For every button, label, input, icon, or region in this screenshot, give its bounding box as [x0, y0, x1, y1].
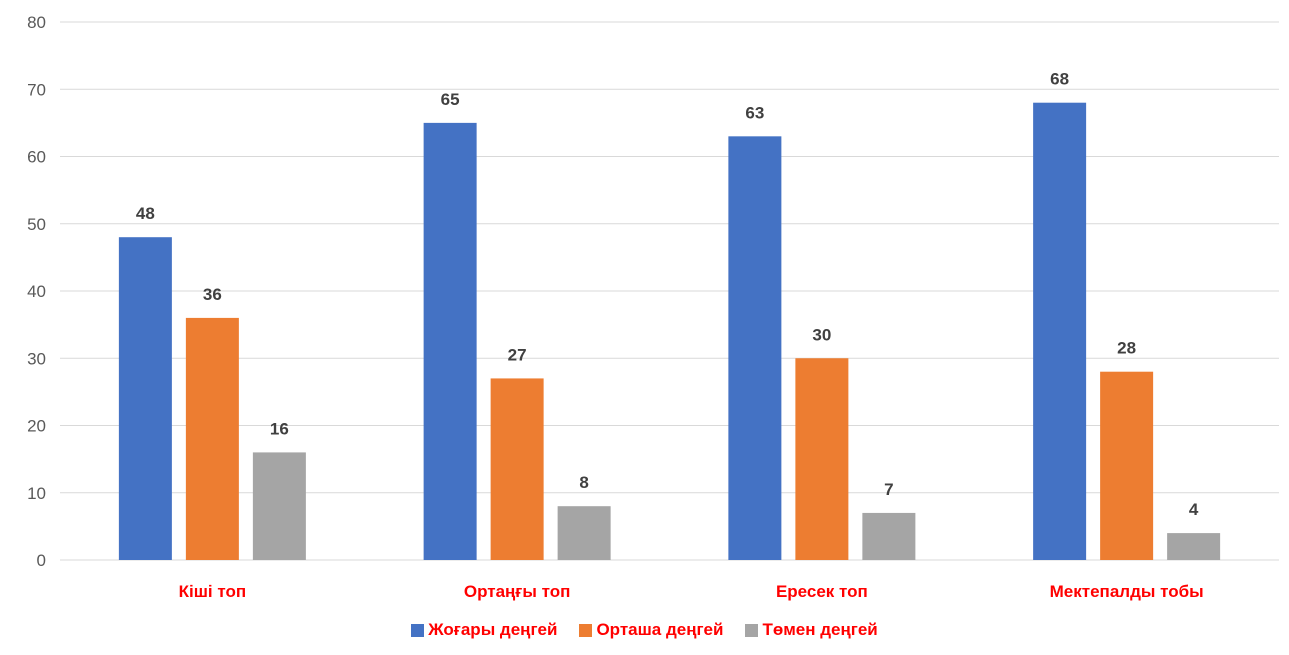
y-axis-tick-labels: 0 10 20 30 40 50 60 70 80: [27, 13, 46, 570]
bar: [1167, 533, 1221, 560]
y-tick-label: 10: [27, 484, 46, 503]
legend-item: Төмен деңгей: [745, 620, 878, 640]
legend-label: Төмен деңгей: [762, 620, 878, 639]
x-axis-category-labels: Кіші топ Ортаңғы топ Ересек топ Мектепалды …: [179, 582, 1204, 601]
legend-swatch: [745, 623, 759, 637]
bar: [118, 237, 172, 560]
data-label: 4: [1189, 500, 1199, 519]
data-label: 63: [745, 103, 764, 122]
data-label: 48: [136, 204, 155, 223]
bar: [423, 122, 477, 560]
data-label: 28: [1117, 339, 1136, 358]
bar: [490, 378, 544, 560]
y-tick-label: 80: [27, 13, 46, 32]
bar: [795, 358, 849, 560]
legend-label: Орташа деңгей: [596, 620, 724, 639]
data-label: 8: [579, 473, 588, 492]
legend-label: Жоғары деңгей: [428, 620, 558, 639]
y-tick-label: 50: [27, 215, 46, 234]
legend-item: Жоғары деңгей: [411, 620, 557, 640]
category-label: Мектепалды тобы: [1050, 582, 1204, 601]
y-tick-label: 0: [37, 551, 46, 570]
bar: [1100, 371, 1154, 560]
bar: [1033, 102, 1087, 560]
data-label: 27: [508, 345, 527, 364]
gridlines: [60, 21, 1279, 561]
legend-swatch: [579, 623, 593, 637]
category-label: Ересек топ: [776, 582, 868, 601]
y-tick-label: 70: [27, 80, 46, 99]
data-label: 16: [270, 419, 289, 438]
bar: [185, 317, 239, 560]
bar: [252, 452, 306, 560]
data-labels: 48 36 16 65 27 8 63 30 7 68 28 4: [136, 70, 1199, 519]
legend-item: Орташа деңгей: [579, 620, 723, 640]
data-label: 65: [441, 90, 460, 109]
bars: [118, 102, 1221, 560]
bar: [728, 136, 782, 560]
data-label: 7: [884, 480, 893, 499]
y-tick-label: 40: [27, 282, 46, 301]
legend-swatch: [411, 623, 425, 637]
y-tick-label: 30: [27, 349, 46, 368]
data-label: 30: [812, 325, 831, 344]
data-label: 36: [203, 285, 222, 304]
bar: [557, 506, 611, 560]
bar: [862, 512, 916, 560]
y-tick-label: 20: [27, 417, 46, 436]
category-label: Кіші топ: [179, 582, 246, 601]
legend: Жоғары деңгей Орташа деңгей Төмен деңгей: [0, 620, 1289, 640]
data-label: 68: [1050, 70, 1069, 89]
y-tick-label: 60: [27, 148, 46, 167]
category-label: Ортаңғы топ: [464, 582, 571, 601]
